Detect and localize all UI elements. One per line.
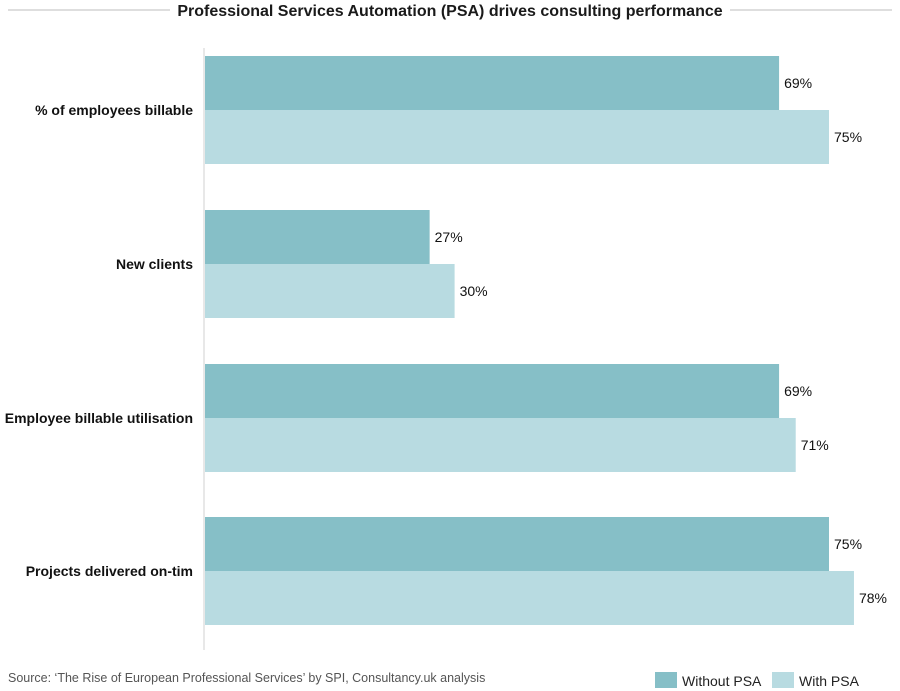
source-note: Source: ‘The Rise of European Profession… (8, 671, 485, 685)
value-label-with-psa-employee-billable-utilisation: 71% (801, 437, 829, 453)
category-label-employee-billable-utilisation: Employee billable utilisation (5, 410, 193, 426)
bar-with-psa-projects-delivered-on-tim (205, 571, 854, 625)
bar-without-psa-new-clients (205, 210, 430, 264)
value-label-with-psa-new-clients: 30% (460, 283, 488, 299)
legend: Without PSA With PSA (655, 672, 860, 689)
value-labels: 69% 75% 27% 30% 69% 71% 75% 78% (435, 75, 887, 606)
value-label-without-psa-projects-delivered-on-tim: 75% (834, 536, 862, 552)
chart-title: Professional Services Automation (PSA) d… (177, 3, 722, 20)
value-label-with-psa-projects-delivered-on-tim: 78% (859, 590, 887, 606)
legend-swatch-without-psa (655, 672, 677, 688)
category-labels: % of employees billable New clients Employ… (5, 102, 193, 579)
value-label-with-psa-of-employees-billable: 75% (834, 129, 862, 145)
bar-with-psa-new-clients (205, 264, 455, 318)
category-label-projects-delivered-on-tim: Projects delivered on-tim (26, 563, 193, 579)
category-label-of-employees-billable: % of employees billable (35, 102, 193, 118)
value-label-without-psa-of-employees-billable: 69% (784, 75, 812, 91)
value-label-without-psa-new-clients: 27% (435, 229, 463, 245)
legend-label-with-psa: With PSA (799, 673, 860, 689)
legend-label-without-psa: Without PSA (682, 673, 762, 689)
bar-without-psa-projects-delivered-on-tim (205, 517, 829, 571)
bar-without-psa-employee-billable-utilisation (205, 364, 780, 418)
bars-group (205, 56, 854, 625)
category-label-new-clients: New clients (116, 256, 193, 272)
bar-with-psa-of-employees-billable (205, 110, 829, 164)
bar-with-psa-employee-billable-utilisation (205, 418, 796, 472)
bar-without-psa-of-employees-billable (205, 56, 780, 110)
value-label-without-psa-employee-billable-utilisation: 69% (784, 383, 812, 399)
legend-swatch-with-psa (772, 672, 794, 688)
